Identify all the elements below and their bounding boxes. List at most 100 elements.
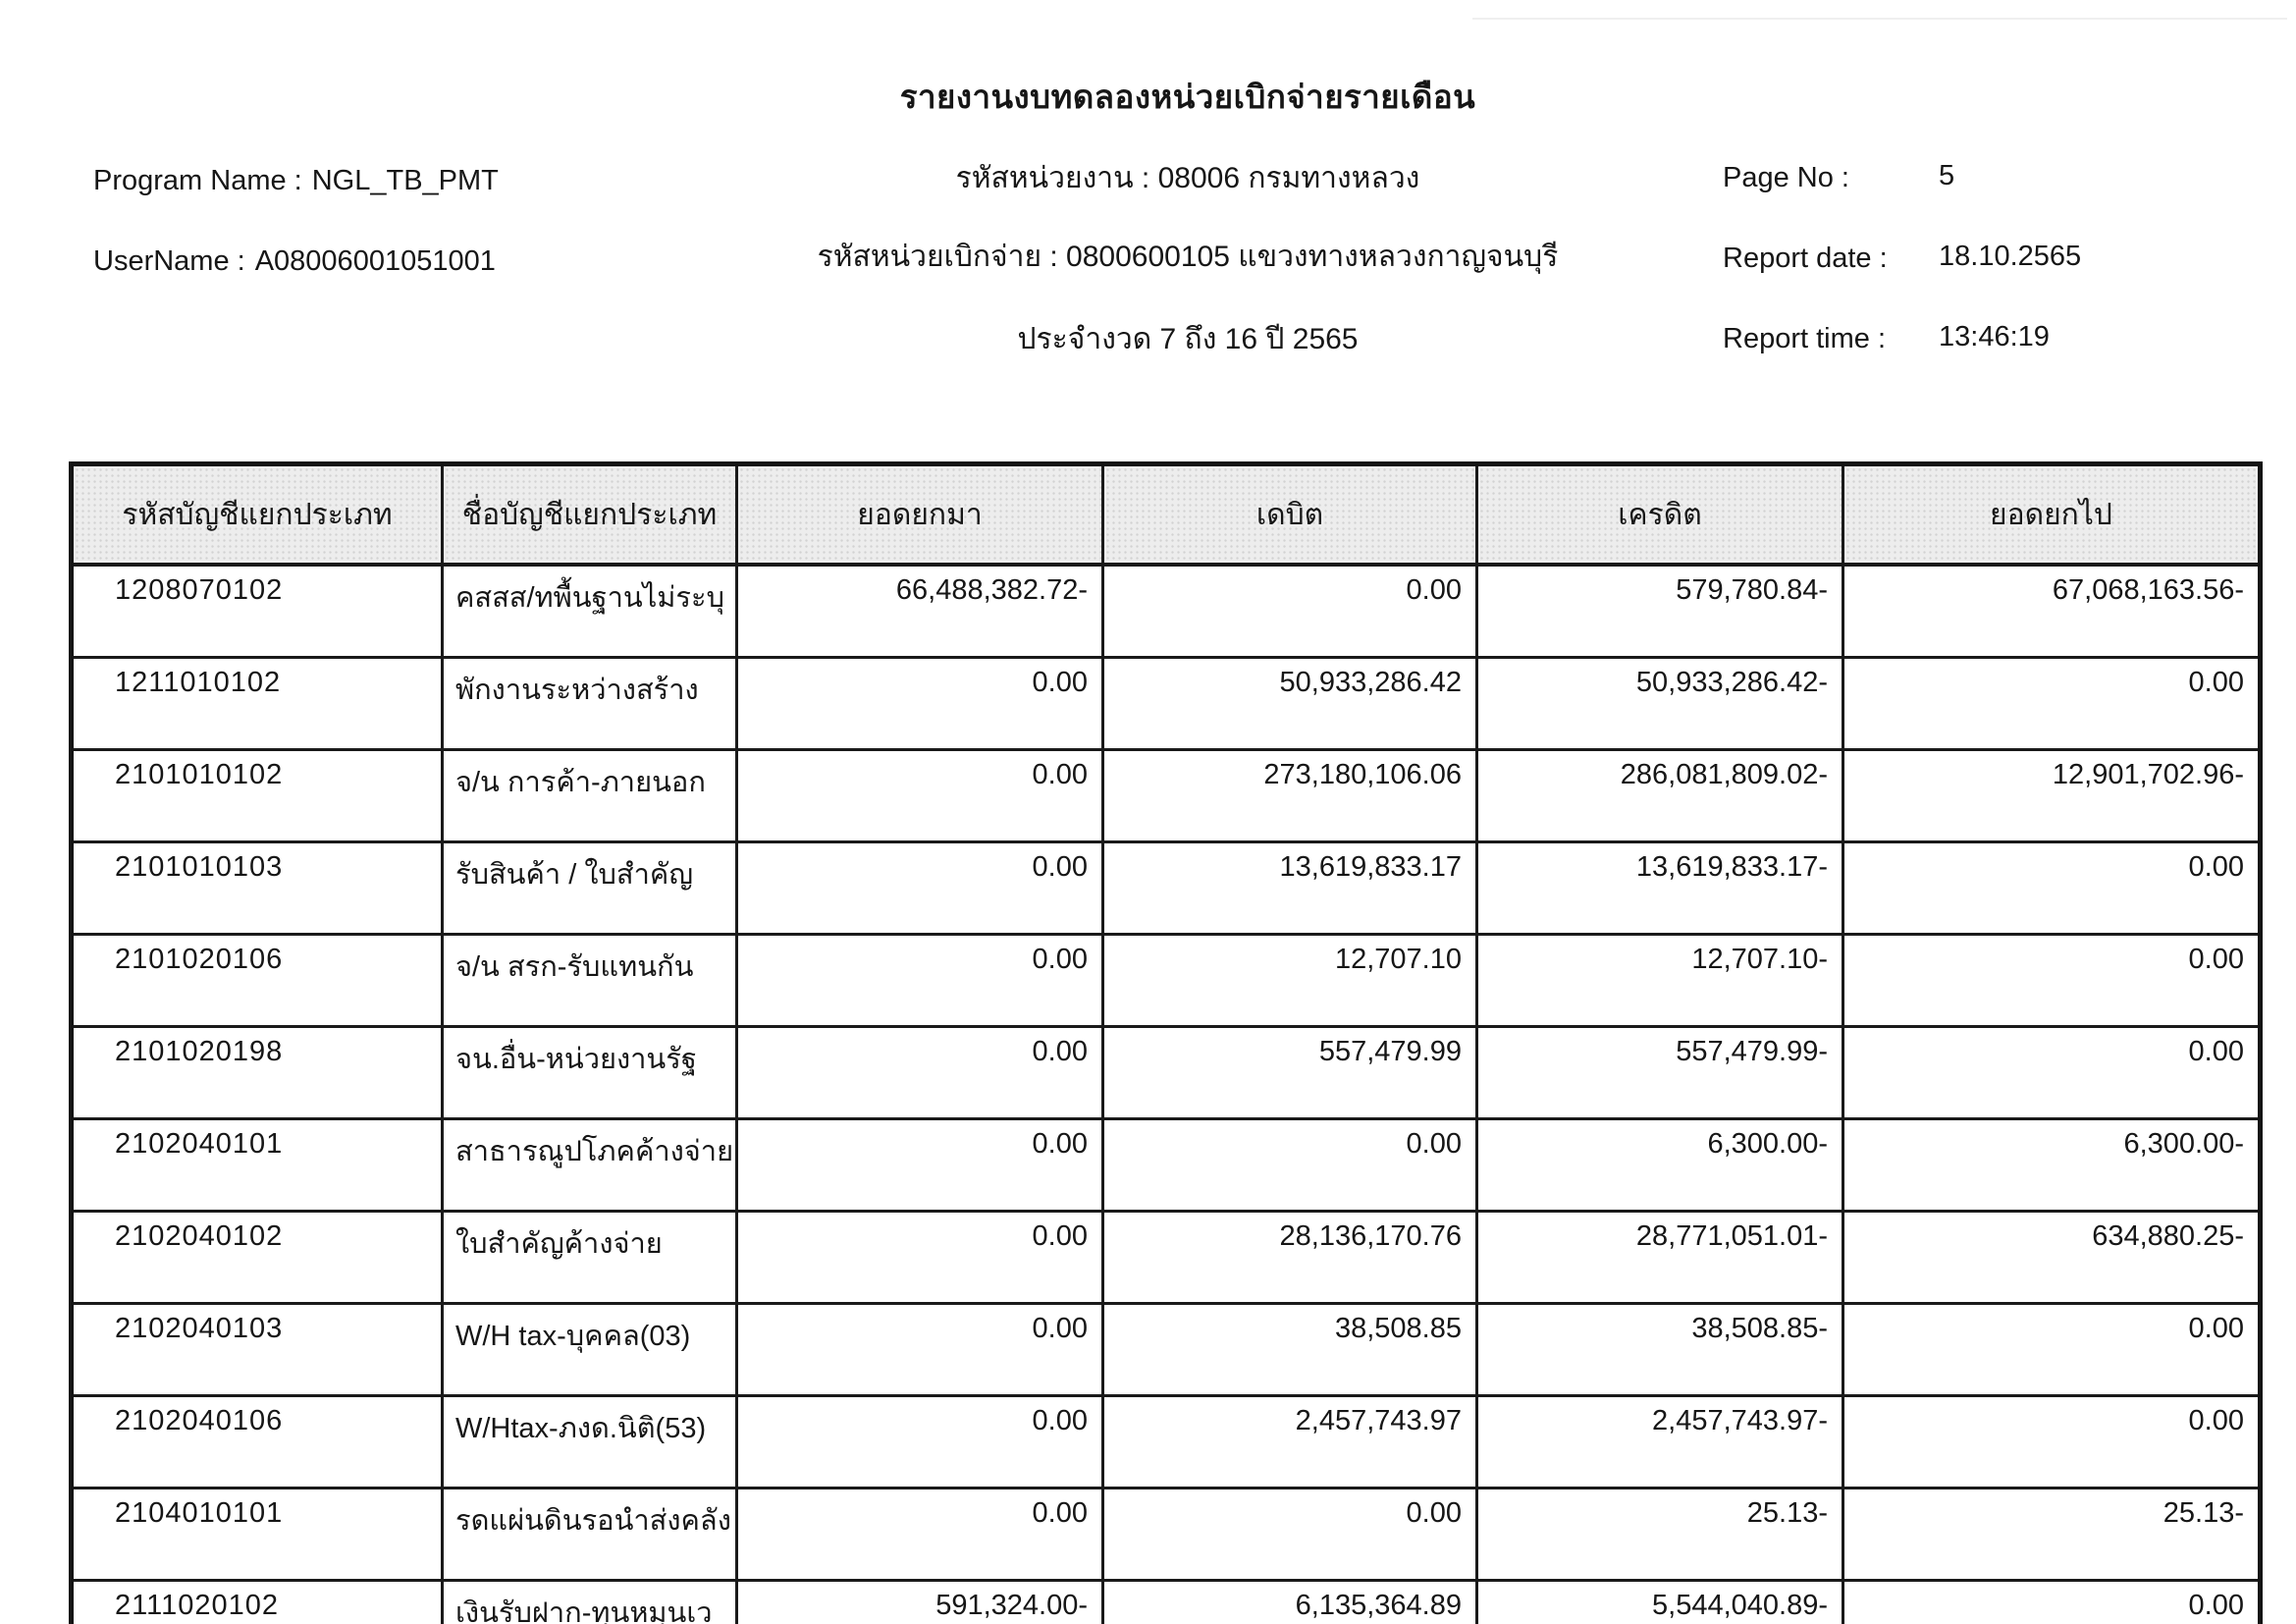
- cell-account-code: 2101010103: [70, 840, 444, 936]
- cell-debit: 0.00: [1101, 1487, 1478, 1582]
- cell-opening-balance: 0.00: [735, 840, 1104, 936]
- cell-account-name: รับสินค้า / ใบสำคัญ: [441, 840, 738, 936]
- cell-closing-balance: 25.13-: [1842, 1487, 2262, 1582]
- cell-debit: 6,135,364.89: [1101, 1579, 1478, 1624]
- table-row: 2104010101 รดแผ่นดินรอนำส่งคลัง 0.00 0.0…: [70, 1487, 2262, 1582]
- cell-closing-balance: 6,300.00-: [1842, 1117, 2262, 1213]
- cell-debit: 13,619,833.17: [1101, 840, 1478, 936]
- table-row: 2101020106 จ/น สรก-รับแทนกัน 0.00 12,707…: [70, 933, 2262, 1028]
- cell-credit: 50,933,286.42-: [1475, 656, 1844, 751]
- cell-opening-balance: 0.00: [735, 1210, 1104, 1305]
- cell-credit: 13,619,833.17-: [1475, 840, 1844, 936]
- cell-debit: 0.00: [1101, 1117, 1478, 1213]
- cell-account-name: จน.อื่น-หน่วยงานรัฐ: [441, 1025, 738, 1120]
- period-line: ประจำงวด 7 ถึง 16 ปี 2565: [1017, 323, 1359, 355]
- cell-credit: 5,544,040.89-: [1475, 1579, 1844, 1624]
- cell-opening-balance: 0.00: [735, 1394, 1104, 1489]
- table-row: 2102040106 W/Htax-ภงด.นิติ(53) 0.00 2,45…: [70, 1394, 2262, 1489]
- cell-closing-balance: 0.00: [1842, 840, 2262, 936]
- table-row: 2101010102 จ/น การค้า-ภายนอก 0.00 273,18…: [70, 748, 2262, 843]
- cell-credit: 12,707.10-: [1475, 933, 1844, 1028]
- cell-credit: 557,479.99-: [1475, 1025, 1844, 1120]
- cell-account-code: 2102040102: [70, 1210, 444, 1305]
- cell-opening-balance: 66,488,382.72-: [735, 563, 1104, 659]
- report-date-value: 18.10.2565: [1939, 241, 2082, 272]
- trial-balance-table: รหัสบัญชีแยกประเภท ชื่อบัญชีแยกประเภท ยอ…: [69, 461, 2263, 1624]
- cell-closing-balance: 0.00: [1842, 1579, 2262, 1624]
- cell-account-code: 1211010102: [70, 656, 444, 751]
- cell-opening-balance: 0.00: [735, 1025, 1104, 1120]
- cell-closing-balance: 0.00: [1842, 1394, 2262, 1489]
- report-date-label: Report date :: [1723, 243, 1888, 274]
- col-header-closing-balance: ยอดยกไป: [1842, 462, 2262, 567]
- cell-credit: 579,780.84-: [1475, 563, 1844, 659]
- cell-credit: 25.13-: [1475, 1487, 1844, 1582]
- cell-opening-balance: 0.00: [735, 1302, 1104, 1397]
- cell-account-name: W/H tax-บุคคล(03): [441, 1302, 738, 1397]
- report-title: รายงานงบทดลองหน่วยเบิกจ่ายรายเดือน: [899, 79, 1476, 115]
- cell-account-name: ใบสำคัญค้างจ่าย: [441, 1210, 738, 1305]
- cell-closing-balance: 0.00: [1842, 656, 2262, 751]
- table-row: 2111020102 เงินรับฝาก-ทุนหมุนเว 591,324.…: [70, 1579, 2262, 1624]
- cell-opening-balance: 0.00: [735, 656, 1104, 751]
- table-row: 2101020198 จน.อื่น-หน่วยงานรัฐ 0.00 557,…: [70, 1025, 2262, 1120]
- cell-opening-balance: 0.00: [735, 1117, 1104, 1213]
- cell-debit: 28,136,170.76: [1101, 1210, 1478, 1305]
- disbursement-unit-line: รหัสหน่วยเบิกจ่าย : 0800600105 แขวงทางหล…: [817, 241, 1559, 273]
- col-header-opening-balance: ยอดยกมา: [735, 462, 1104, 567]
- cell-debit: 38,508.85: [1101, 1302, 1478, 1397]
- cell-account-name: พักงานระหว่างสร้าง: [441, 656, 738, 751]
- cell-debit: 2,457,743.97: [1101, 1394, 1478, 1489]
- cell-account-code: 2101020198: [70, 1025, 444, 1120]
- cell-account-code: 2111020102: [70, 1579, 444, 1624]
- cell-closing-balance: 0.00: [1842, 1302, 2262, 1397]
- program-name-value: NGL_TB_PMT: [311, 165, 499, 196]
- table-row: 2102040102 ใบสำคัญค้างจ่าย 0.00 28,136,1…: [70, 1210, 2262, 1305]
- cell-account-name: จ/น การค้า-ภายนอก: [441, 748, 738, 843]
- cell-opening-balance: 0.00: [735, 1487, 1104, 1582]
- cell-account-code: 2104010101: [70, 1487, 444, 1582]
- report-time-value: 13:46:19: [1939, 321, 2050, 352]
- cell-account-name: W/Htax-ภงด.นิติ(53): [441, 1394, 738, 1489]
- cell-closing-balance: 0.00: [1842, 933, 2262, 1028]
- program-name-label: Program Name :: [93, 165, 302, 196]
- cell-credit: 38,508.85-: [1475, 1302, 1844, 1397]
- table-row: 1211010102 พักงานระหว่างสร้าง 0.00 50,93…: [70, 656, 2262, 751]
- cell-debit: 273,180,106.06: [1101, 748, 1478, 843]
- cell-opening-balance: 0.00: [735, 933, 1104, 1028]
- cell-closing-balance: 12,901,702.96-: [1842, 748, 2262, 843]
- cell-credit: 286,081,809.02-: [1475, 748, 1844, 843]
- cell-debit: 557,479.99: [1101, 1025, 1478, 1120]
- cell-closing-balance: 0.00: [1842, 1025, 2262, 1120]
- cell-credit: 28,771,051.01-: [1475, 1210, 1844, 1305]
- cell-account-name: เงินรับฝาก-ทุนหมุนเว: [441, 1579, 738, 1624]
- cell-debit: 12,707.10: [1101, 933, 1478, 1028]
- cell-account-code: 2102040101: [70, 1117, 444, 1213]
- cell-debit: 50,933,286.42: [1101, 656, 1478, 751]
- cell-opening-balance: 0.00: [735, 748, 1104, 843]
- cell-debit: 0.00: [1101, 563, 1478, 659]
- cell-closing-balance: 634,880.25-: [1842, 1210, 2262, 1305]
- cell-account-code: 2102040103: [70, 1302, 444, 1397]
- username-line: UserName : A08006001051001: [93, 245, 496, 278]
- agency-line: รหัสหน่วยงาน : 08006 กรมทางหลวง: [955, 162, 1420, 194]
- col-header-credit: เครดิต: [1475, 462, 1844, 567]
- page-no-value: 5: [1939, 160, 1955, 191]
- cell-account-name: สาธารณูปโภคค้างจ่าย: [441, 1117, 738, 1213]
- table-row: 2102040101 สาธารณูปโภคค้างจ่าย 0.00 0.00…: [70, 1117, 2262, 1213]
- username-label: UserName :: [93, 245, 245, 277]
- col-header-account-name: ชื่อบัญชีแยกประเภท: [441, 462, 738, 567]
- col-header-debit: เดบิต: [1101, 462, 1478, 567]
- program-name-line: Program Name : NGL_TB_PMT: [93, 165, 499, 197]
- cell-account-code: 1208070102: [70, 563, 444, 659]
- table-row: 2101010103 รับสินค้า / ใบสำคัญ 0.00 13,6…: [70, 840, 2262, 936]
- scan-artifact-line: [1472, 18, 2287, 20]
- username-value: A08006001051001: [254, 245, 496, 277]
- col-header-account-code: รหัสบัญชีแยกประเภท: [70, 462, 444, 567]
- cell-credit: 2,457,743.97-: [1475, 1394, 1844, 1489]
- table-row: 2102040103 W/H tax-บุคคล(03) 0.00 38,508…: [70, 1302, 2262, 1397]
- cell-account-name: คสสส/ทพื้นฐานไม่ระบุ: [441, 563, 738, 659]
- cell-account-name: จ/น สรก-รับแทนกัน: [441, 933, 738, 1028]
- table-header-row: รหัสบัญชีแยกประเภท ชื่อบัญชีแยกประเภท ยอ…: [70, 462, 2262, 567]
